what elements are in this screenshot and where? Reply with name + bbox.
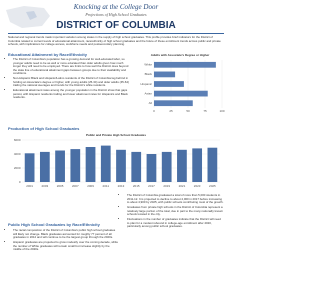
bar [161, 151, 172, 182]
bullet-list: The racial composition of the District o… [8, 228, 118, 253]
bullets: The District of Columbia graduated a tot… [122, 193, 224, 229]
bar [207, 147, 218, 182]
attainment-chart: Adults with Associate's Degree or Higher… [140, 53, 224, 113]
bullet: Educational attainment rates among the y… [13, 88, 130, 100]
y-tick-label: 2000 [14, 166, 21, 170]
y-tick-label: All [149, 101, 153, 105]
bullet-list: The District of Columbia's population ha… [8, 57, 130, 101]
bullet: The District of Columbia's population ha… [13, 57, 130, 76]
bar [85, 147, 96, 182]
chart-title: Public and Private High School Graduates [86, 133, 146, 137]
bar [116, 149, 126, 182]
y-tick-label: Black [145, 72, 153, 76]
series-title: Knocking at the College Door [73, 3, 159, 11]
bullet: Non-Hispanic Black and Hispanic/Latino r… [13, 76, 130, 88]
x-tick-label: 75 [203, 109, 207, 113]
x-tick-label: 2021 [179, 184, 186, 188]
x-tick-label: 0 [153, 109, 155, 113]
bullet: Hispanic graduates are projected to grow… [13, 240, 118, 252]
x-tick-label: 2009 [87, 184, 94, 188]
x-tick-label: 25 [169, 109, 173, 113]
x-tick-label: 100 [219, 109, 224, 113]
subtitle: Projections of High School Graduates [85, 12, 147, 17]
y-tick-label: 0 [19, 180, 21, 184]
bar [154, 71, 176, 78]
bar [192, 148, 203, 182]
x-tick-label: 2017 [148, 184, 155, 188]
y-tick-label: 6000 [14, 138, 21, 142]
bullet-list: The District of Columbia graduated a tot… [122, 193, 224, 230]
bar [100, 145, 111, 182]
y-tick-label: 4000 [14, 152, 21, 156]
bar [39, 151, 50, 182]
graduates-chart: Public and Private High School Graduates… [14, 133, 220, 188]
bar [131, 151, 142, 182]
x-tick-label: 50 [186, 109, 190, 113]
rule [8, 33, 224, 34]
bullets: The District of Columbia's population ha… [8, 57, 130, 100]
y-tick-label: Hispanic [140, 82, 152, 86]
bullet: The racial composition of the District o… [13, 228, 118, 240]
page: Knocking at the College Door Projections… [0, 0, 232, 300]
x-tick-label: 2015 [133, 184, 140, 188]
section-heading: Educational Attainment by Race/Ethnicity [8, 52, 87, 57]
x-tick-label: 2007 [72, 184, 79, 188]
page-title: DISTRICT OF COLUMBIA [56, 20, 176, 31]
x-tick-label: 2011 [103, 184, 110, 188]
bar [146, 154, 157, 182]
x-tick-label: 2003 [42, 184, 49, 188]
x-tick-label: 2023 [194, 184, 201, 188]
x-tick-label: 2025 [209, 184, 216, 188]
bullet: The District of Columbia graduated a tot… [127, 193, 224, 205]
bar [154, 90, 208, 97]
bullet: Graduates from private high schools in t… [127, 205, 224, 217]
y-tick-label: White [144, 63, 152, 67]
chart-title: Adults with Associate's Degree or Higher [151, 53, 210, 57]
bar [24, 153, 35, 182]
bullets: The racial composition of the District o… [8, 228, 118, 252]
x-tick-label: 2005 [57, 184, 64, 188]
x-tick-label: 2001 [26, 184, 33, 188]
bar [70, 149, 81, 182]
bar [55, 150, 65, 182]
bar [154, 100, 193, 107]
x-tick-label: 2013 [118, 184, 125, 188]
x-tick-label: 2019 [163, 184, 170, 188]
bar [154, 61, 216, 68]
bar [177, 149, 187, 182]
y-tick-label: Asian [144, 91, 152, 95]
bar [154, 81, 184, 87]
section-heading: Public High School Graduates by Race/Eth… [8, 222, 100, 227]
section-heading: Production of High School Graduates [8, 126, 80, 131]
intro: National and regional trends mask import… [8, 35, 221, 46]
bullet: Fluctuations in the number of graduates … [127, 217, 224, 229]
map-decoration [6, 6, 50, 28]
